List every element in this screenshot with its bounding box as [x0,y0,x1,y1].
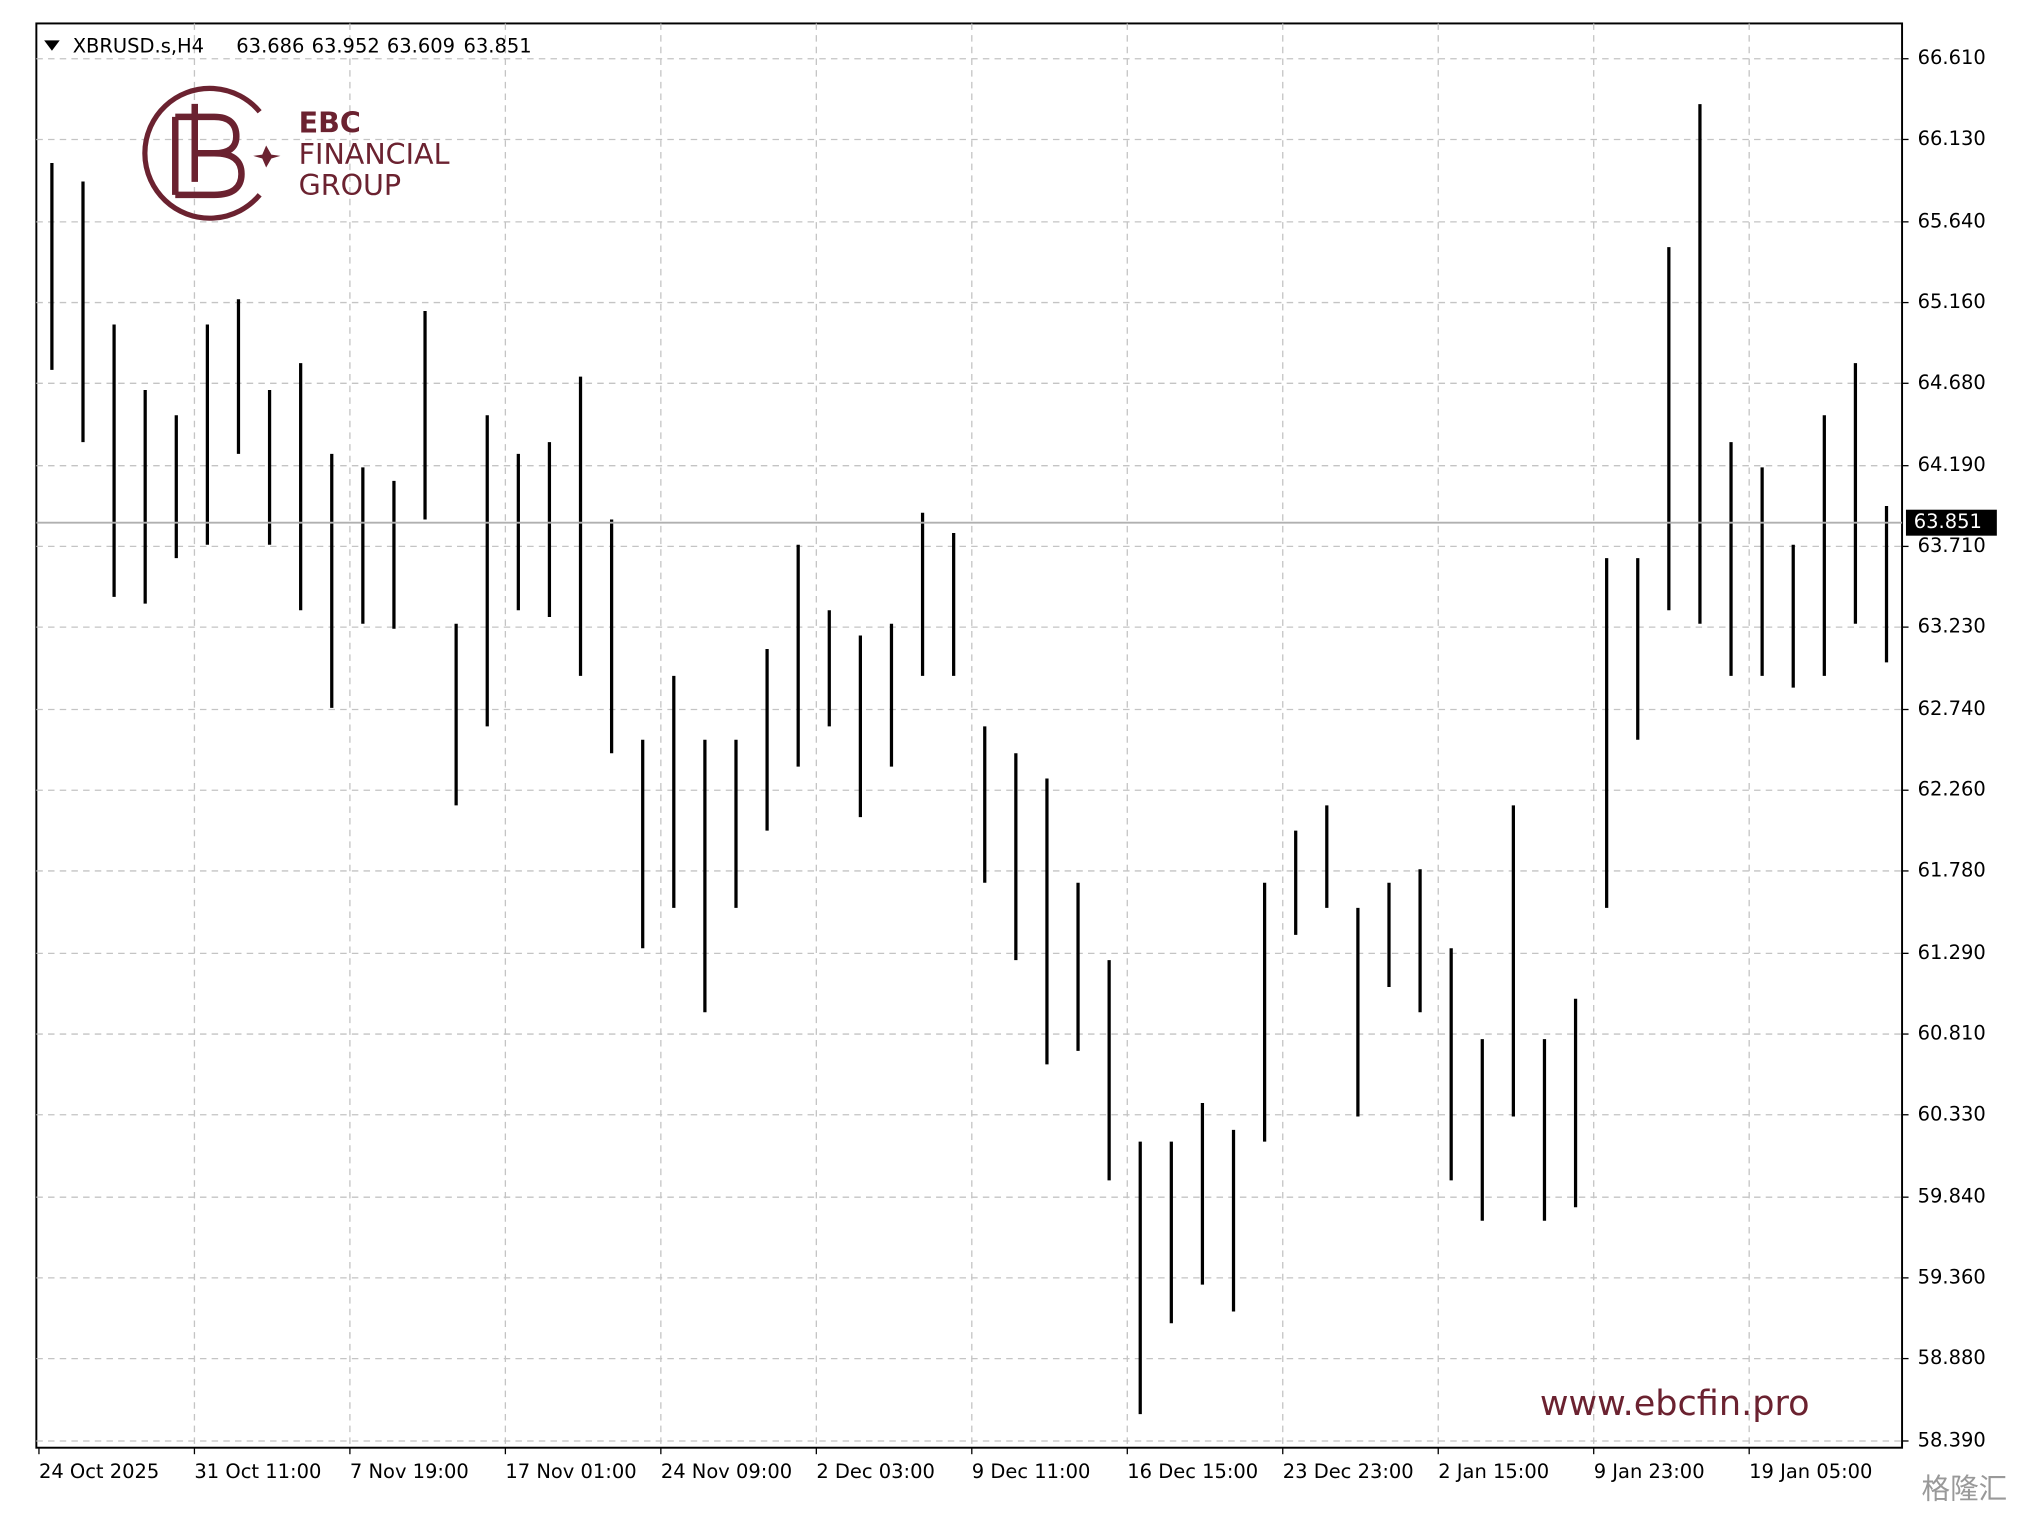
y-tick-label: 60.330 [1918,1102,1986,1125]
y-tick-label: 62.740 [1918,697,1986,720]
logo [142,85,281,221]
y-tick-label: 59.840 [1918,1185,1986,1208]
x-tick-label: 23 Dec 23:00 [1283,1460,1414,1483]
x-tick-label: 7 Nov 19:00 [350,1460,469,1483]
y-tick-label: 62.260 [1918,778,1986,801]
x-tick-label: 31 Oct 11:00 [194,1460,321,1483]
x-tick-label: 2 Jan 15:00 [1438,1460,1549,1483]
header-high: 63.952 [312,34,380,57]
watermark: www.ebcfin.pro [1540,1383,1810,1424]
current-price-tag [1905,509,1997,536]
y-tick-label: 64.190 [1918,453,1986,476]
x-tick-label: 16 Dec 15:00 [1127,1460,1258,1483]
y-tick-label: 63.710 [1918,534,1986,557]
x-tick-label: 24 Nov 09:00 [661,1460,792,1483]
header-close: 63.851 [464,34,532,57]
y-tick-label: 58.880 [1918,1346,1986,1369]
collapse-icon[interactable] [44,40,60,51]
y-tick-label: 65.640 [1918,209,1986,232]
grid [36,23,1903,1448]
y-tick-label: 66.610 [1918,46,1986,69]
x-tick-label: 19 Jan 05:00 [1749,1460,1872,1483]
x-tick-label: 2 Dec 03:00 [816,1460,935,1483]
y-tick-label: 59.360 [1918,1265,1986,1288]
y-tick-label: 64.680 [1918,371,1986,394]
header-symbol: XBRUSD.s,H4 [73,34,204,57]
plot-frame [35,22,1904,1449]
y-tick-label: 65.160 [1918,290,1986,313]
logo-line3: GROUP [299,168,402,202]
y-tick-label: 60.810 [1918,1022,1986,1045]
bars [50,104,1889,1415]
y-tick-label: 66.130 [1918,127,1986,150]
x-tick-label: 17 Nov 01:00 [505,1460,636,1483]
x-tick-label: 24 Oct 2025 [39,1460,159,1483]
y-tick-label: 61.290 [1918,941,1986,964]
header-low: 63.609 [387,34,455,57]
y-tick-label: 61.780 [1918,858,1986,881]
x-tick-label: 9 Dec 11:00 [972,1460,1091,1483]
y-tick-label: 63.230 [1918,615,1986,638]
y-tick-label: 58.390 [1918,1428,1986,1451]
current-price-label: 63.851 [1914,510,1982,533]
header-open: 63.686 [236,34,304,57]
logo-line2: FINANCIAL [299,137,450,171]
x-tick-label: 9 Jan 23:00 [1594,1460,1705,1483]
logo-line1: EBC [299,106,361,140]
corner-mark: 格隆汇 [1922,1472,2008,1506]
